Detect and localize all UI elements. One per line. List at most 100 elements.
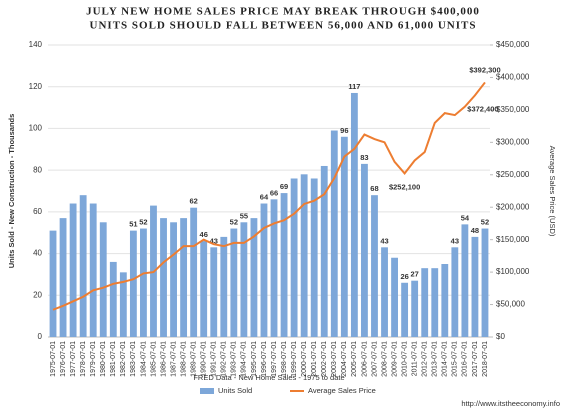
y2-tick-label: $400,000 (496, 73, 530, 82)
bar-value-label: 54 (461, 213, 470, 222)
x-tick-label: 1999-07-01 (291, 341, 298, 377)
x-tick-label: 1980-07-01 (100, 341, 107, 377)
bar-value-label: 62 (189, 197, 197, 206)
bar (290, 178, 298, 337)
x-tick-label: 1983-07-01 (130, 341, 137, 377)
y-tick-label: 140 (29, 40, 43, 49)
bar (99, 222, 107, 337)
x-tick-label: 1985-07-01 (150, 341, 157, 377)
bar (481, 228, 489, 337)
bar (240, 222, 248, 337)
bar (89, 203, 97, 337)
x-tick-label: 2015-07-01 (452, 341, 459, 377)
bar (310, 178, 318, 337)
bar-value-label: 43 (210, 236, 218, 245)
bar (230, 228, 238, 337)
x-tick-label: 1984-07-01 (140, 341, 147, 377)
x-tick-label: 1991-07-01 (211, 341, 218, 377)
y-tick-label: 100 (29, 124, 43, 133)
bar-value-label: 96 (340, 126, 348, 135)
y2-tick-label: $50,000 (496, 300, 525, 309)
bar (49, 230, 57, 337)
bar-value-label: 52 (139, 218, 147, 227)
legend-label: Average Sales Price (308, 386, 376, 395)
x-tick-label: 2002-07-01 (321, 341, 328, 377)
x-tick-label: 2012-07-01 (422, 341, 429, 377)
x-tick-label: 2014-07-01 (442, 341, 449, 377)
bar (160, 218, 167, 337)
bar-value-label: 51 (129, 220, 137, 229)
x-tick-label: 2009-07-01 (391, 341, 398, 377)
bar (260, 203, 268, 337)
y2-tick-label: $100,000 (496, 267, 530, 276)
bar (451, 247, 459, 337)
x-tick-label: 1981-07-01 (110, 341, 117, 377)
x-tick-label: 1986-07-01 (160, 341, 167, 377)
bar-value-label: 52 (230, 218, 238, 227)
bar-value-label: 69 (280, 182, 288, 191)
y-tick-label: 80 (33, 165, 42, 174)
bar (300, 174, 308, 337)
x-tick-label: 2013-07-01 (432, 341, 439, 377)
x-tick-label: 1996-07-01 (261, 341, 268, 377)
legend-label: Units Sold (218, 386, 252, 395)
line-value-label: $372,400 (467, 104, 498, 113)
bar (330, 130, 338, 337)
x-tick-label: 1992-07-01 (221, 341, 228, 377)
x-tick-label: 1987-07-01 (170, 341, 177, 377)
y2-tick-label: $250,000 (496, 170, 530, 179)
bar (461, 224, 469, 337)
y2-tick-label: $0 (496, 332, 505, 341)
x-tick-label: 2003-07-01 (331, 341, 338, 377)
bar (69, 203, 77, 337)
source: http://www.itstheeconomy.info (461, 399, 560, 408)
bar (340, 136, 348, 337)
x-tick-label: 1998-07-01 (281, 341, 288, 377)
bar (140, 228, 147, 337)
bar (129, 230, 137, 337)
bar (401, 282, 409, 337)
bar (441, 264, 449, 337)
bar (109, 261, 117, 337)
bar-value-label: 48 (471, 226, 479, 235)
x-tick-label: 2017-07-01 (472, 341, 479, 377)
y2-axis-label: Average Sales Price (USD) (548, 146, 557, 237)
x-tick-label: 1978-07-01 (80, 341, 87, 377)
x-tick-label: 1989-07-01 (191, 341, 198, 377)
chart-title: JULY NEW HOME SALES PRICE MAY BREAK THRO… (86, 6, 480, 18)
y2-tick-label: $350,000 (496, 105, 530, 114)
bar-value-label: 52 (481, 218, 489, 227)
bar-value-label: 68 (370, 184, 378, 193)
x-tick-label: 1990-07-01 (201, 341, 208, 377)
bar-value-label: 83 (360, 153, 368, 162)
y-tick-label: 40 (33, 249, 42, 258)
bar-value-label: 117 (348, 82, 360, 91)
bar (350, 92, 358, 337)
bar (391, 257, 398, 337)
x-tick-label: 2018-07-01 (482, 341, 489, 377)
x-tick-label: 2010-07-01 (401, 341, 408, 377)
chart-subtitle: UNITS SOLD SHOULD FALL BETWEEN 56,000 AN… (90, 20, 477, 32)
x-tick-label: 2001-07-01 (311, 341, 318, 377)
x-tick-label: 1982-07-01 (120, 341, 127, 377)
bar (170, 222, 177, 337)
y-tick-label: 20 (33, 290, 42, 299)
bar (190, 207, 198, 337)
x-tick-label: 2016-07-01 (462, 341, 469, 377)
y-axis-label: Units Sold - New Construction - Thousand… (7, 114, 16, 269)
bar (381, 247, 388, 337)
bar (411, 280, 419, 337)
x-tick-label: 2005-07-01 (351, 341, 358, 377)
price-line (52, 81, 486, 311)
y-tick-label: 0 (38, 332, 43, 341)
y2-tick-label: $300,000 (496, 137, 530, 146)
x-axis-label: FRED Data - New Home Sales - 1975 to dat… (193, 373, 344, 382)
bar-value-label: 43 (380, 236, 388, 245)
bar (220, 236, 228, 337)
bar (119, 272, 127, 337)
y2-tick-label: $450,000 (496, 40, 530, 49)
bar (471, 236, 479, 337)
x-tick-label: 1976-07-01 (60, 341, 67, 377)
bar-value-label: 43 (451, 236, 459, 245)
